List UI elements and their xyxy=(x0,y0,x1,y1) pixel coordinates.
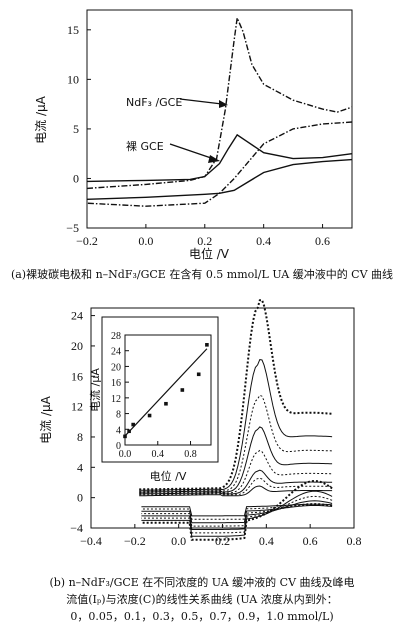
inset-ylabel: 电流 /μA xyxy=(88,368,102,412)
chart-a-xtick-label: −0.2 xyxy=(76,234,98,248)
inset-x-ticks: 0.0 0.4 0.8 xyxy=(119,441,197,460)
chart-b-cv-curve-6-reverse xyxy=(141,495,333,534)
inset-xtick-label: 0.8 xyxy=(184,449,197,460)
inset-data-point xyxy=(131,422,135,427)
chart-b-cv-curve-7-reverse xyxy=(141,490,333,537)
inset-ytick-label: 28 xyxy=(111,331,121,342)
inset-ytick-label: 24 xyxy=(111,347,121,358)
chart-b-xtick-label: 0.4 xyxy=(259,534,274,548)
chart-b-xtick-label: −0.4 xyxy=(80,534,102,548)
inset-ytick-label: 16 xyxy=(111,378,121,389)
chart-b-cv-curve-1-forward xyxy=(139,485,333,497)
chart-a-y-ticks: −5 0 5 10 15 xyxy=(66,23,91,235)
inset-fit-line xyxy=(124,348,208,437)
chart-a-ytick-label: 5 xyxy=(73,122,79,136)
chart-a-xtick-label: 0.4 xyxy=(256,234,271,248)
inset-chart: 0.0 0.4 0.8 0 4 8 12 16 20 24 28 电位 /V 电流 /μA xyxy=(88,316,219,483)
annotation-bare-gce: 裸 GCE xyxy=(126,139,164,153)
inset-data-point xyxy=(196,372,201,377)
chart-a-series-2-forward-line xyxy=(86,133,353,183)
chart-a: −0.2 0.0 0.2 0.4 0.6 −5 0 5 10 15 电位 /V 电流 /μA N… xyxy=(34,9,353,261)
chart-a-curves xyxy=(86,15,353,207)
inset-frame xyxy=(124,334,212,446)
chart-b-cv-curve-6-forward xyxy=(139,394,333,492)
chart-b-ylabel: 电流 /μA xyxy=(39,395,53,443)
inset-data-point xyxy=(123,434,127,439)
caption-b-line-3: 0，0.05，0.1，0.3，0.5，0.7，0.9，1.0 mmol/L) xyxy=(70,610,334,623)
inset-ytick-label: 20 xyxy=(111,362,121,373)
chart-b-cv-curve-1-reverse xyxy=(141,503,333,517)
chart-b-cv-curve-2-forward xyxy=(139,477,333,496)
chart-b-cv-curve-4-forward xyxy=(139,449,333,494)
chart-b-xtick-label: 0.2 xyxy=(215,534,230,548)
inset-ytick-label: 8 xyxy=(116,410,121,421)
chart-a-frame xyxy=(86,9,353,229)
chart-b-ytick-label: 24 xyxy=(71,309,83,323)
chart-a-xtick-label: 0.0 xyxy=(138,234,153,248)
caption-a: (a)裸玻碳电极和 n–NdF₃/GCE 在含有 0.5 mmol/L UA 缓… xyxy=(10,268,394,281)
chart-a-ytick-label: 10 xyxy=(67,72,79,86)
chart-b-ytick-label: 8 xyxy=(77,430,83,444)
chart-b-ytick-label: 4 xyxy=(77,460,83,474)
inset-xtick-label: 0.4 xyxy=(152,449,165,460)
chart-b-curves xyxy=(139,298,333,541)
chart-b-ytick-label: −4 xyxy=(70,521,83,535)
inset-xlabel: 电位 /V xyxy=(150,469,187,483)
chart-a-ytick-label: 0 xyxy=(73,171,79,185)
chart-a-ylabel: 电流 /μA xyxy=(34,95,48,143)
chart-b: −0.4 −0.2 0.0 0.2 0.4 0.6 0.8 −4 0 4 8 12 16 20 24 电流… xyxy=(39,298,362,548)
chart-b-cv-curve-8-reverse xyxy=(141,479,333,541)
chart-b-cv-curve-3-forward xyxy=(139,469,333,495)
caption-b-line-2: 流值(Iₚ)与浓度(C)的线性关系曲线 (UA 浓度从内到外： xyxy=(66,593,338,606)
inset-data-point xyxy=(164,401,168,406)
inset-data-point xyxy=(180,388,185,392)
chart-b-cv-curve-4-reverse xyxy=(141,503,333,527)
chart-a-ytick-label: 15 xyxy=(67,23,79,37)
chart-a-xlabel: 电位 /V xyxy=(189,246,230,261)
chart-b-xtick-label: 0.0 xyxy=(171,534,186,548)
chart-b-xtick-label: 0.8 xyxy=(347,534,362,548)
chart-b-cv-curve-3-reverse xyxy=(141,505,333,524)
chart-a-x-ticks: −0.2 0.0 0.2 0.4 0.6 xyxy=(76,224,330,248)
caption-b: (b) n–NdF₃/GCE 在不同浓度的 UA 缓冲液的 CV 曲线及峰电 流… xyxy=(0,574,404,625)
inset-ytick-label: 0 xyxy=(116,441,121,452)
annotation-arrow-bare xyxy=(169,143,220,163)
chart-a-series-2-reverse-line xyxy=(86,158,353,200)
chart-b-cv-curve-5-reverse xyxy=(141,500,333,530)
chart-b-ytick-label: 0 xyxy=(77,491,83,505)
chart-a-xtick-label: 0.2 xyxy=(197,234,212,248)
annotation-arrow-ndf3 xyxy=(179,98,228,108)
inset-ytick-label: 12 xyxy=(111,394,121,405)
chart-b-cv-curve-8-forward xyxy=(139,298,333,491)
inset-background xyxy=(101,316,219,463)
chart-b-x-ticks: −0.4 −0.2 0.0 0.2 0.4 0.6 0.8 xyxy=(80,524,362,548)
chart-b-xtick-label: −0.2 xyxy=(124,534,146,548)
inset-data-point xyxy=(127,429,131,434)
chart-b-ytick-label: 16 xyxy=(71,369,83,383)
chart-b-ytick-label: 20 xyxy=(71,339,83,353)
inset-data-point xyxy=(205,343,209,347)
chart-a-series-1-reverse-line xyxy=(86,121,353,207)
inset-ytick-label: 4 xyxy=(116,425,121,436)
chart-b-xtick-label: 0.6 xyxy=(303,534,318,548)
chart-b-y-ticks: −4 0 4 8 12 16 20 24 xyxy=(70,309,95,535)
inset-points xyxy=(123,343,209,439)
inset-xtick-label: 0.0 xyxy=(119,449,132,460)
inset-data-point xyxy=(147,413,152,418)
chart-b-cv-curve-5-forward xyxy=(139,426,333,493)
annotation-ndf3-gce: NdF₃ /GCE xyxy=(126,96,182,109)
chart-a-xtick-label: 0.6 xyxy=(315,234,330,248)
inset-y-ticks: 0 4 8 12 16 20 24 28 xyxy=(111,331,129,452)
chart-a-ytick-label: −5 xyxy=(66,221,79,235)
caption-b-line-1: (b) n–NdF₃/GCE 在不同浓度的 UA 缓冲液的 CV 曲线及峰电 xyxy=(49,576,355,589)
chart-b-ytick-label: 12 xyxy=(71,400,83,414)
